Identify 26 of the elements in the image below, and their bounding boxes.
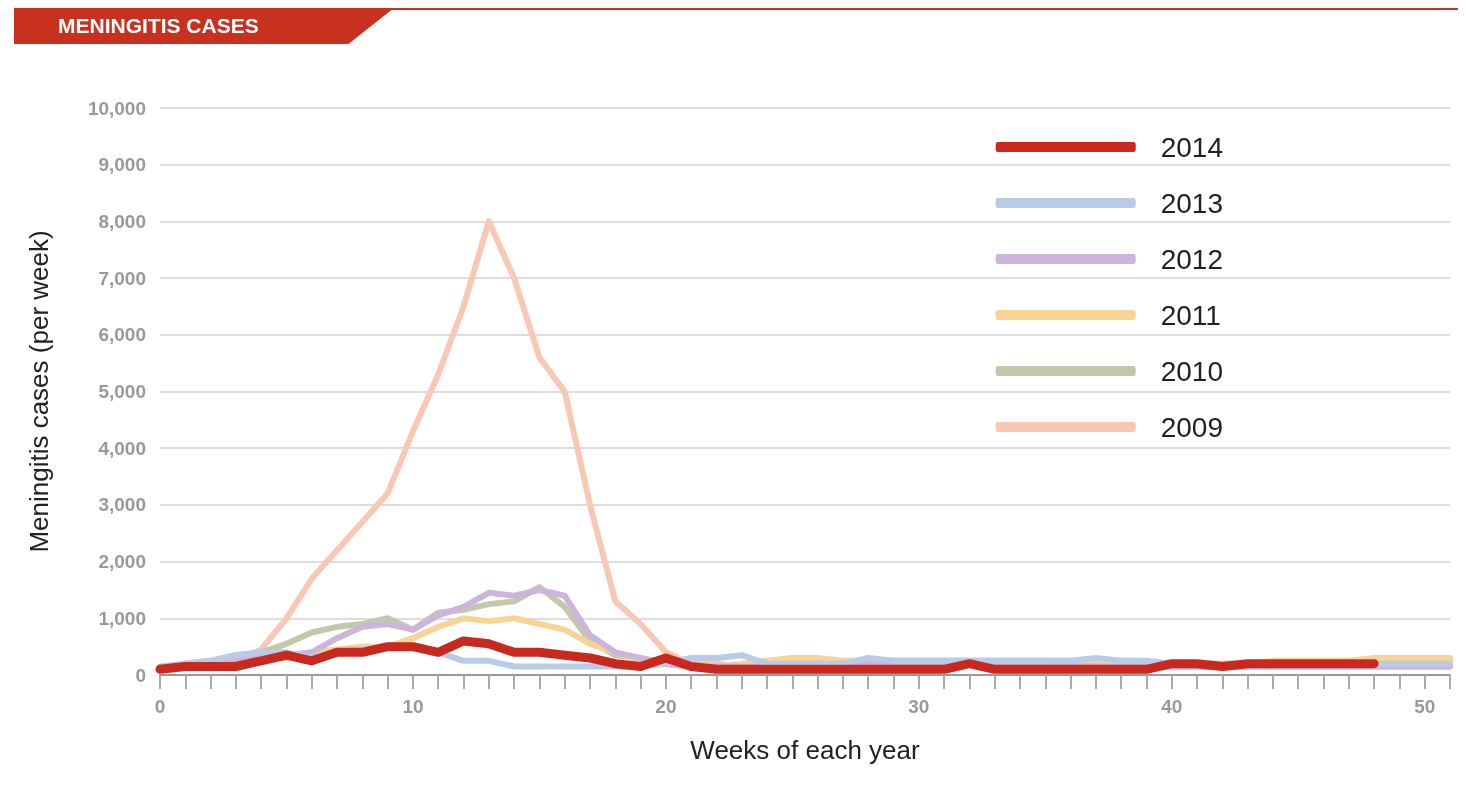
chart-title: MENINGITIS CASES — [14, 8, 394, 44]
y-tick-label: 0 — [135, 664, 146, 686]
x-tick-label: 20 — [655, 696, 677, 717]
legend-label: 2010 — [1160, 355, 1224, 387]
x-tick-label: 50 — [1414, 696, 1436, 717]
x-tick-label: 40 — [1161, 696, 1183, 717]
y-tick-label: 10,000 — [87, 97, 146, 119]
y-tick-label: 4,000 — [98, 437, 146, 459]
y-axis-title: Meningitis cases (per week) — [24, 230, 54, 553]
x-tick-label: 10 — [402, 696, 424, 717]
y-tick-label: 1,000 — [98, 607, 146, 629]
y-tick-label: 9,000 — [98, 154, 146, 176]
legend-label: 2013 — [1160, 187, 1224, 219]
y-tick-label: 6,000 — [98, 324, 146, 346]
x-tick-label: 30 — [908, 696, 930, 717]
y-tick-label: 3,000 — [98, 494, 146, 516]
y-tick-label: 8,000 — [98, 210, 146, 232]
x-tick-label: 0 — [154, 696, 166, 717]
legend-label: 2012 — [1160, 243, 1224, 275]
y-tick-label: 2,000 — [98, 551, 146, 573]
y-tick-label: 7,000 — [98, 267, 146, 289]
y-tick-label: 5,000 — [98, 381, 146, 402]
legend-label: 2014 — [1160, 131, 1224, 163]
legend-label: 2011 — [1160, 299, 1221, 331]
legend-label: 2009 — [1160, 411, 1224, 443]
x-axis-title: Weeks of each year — [690, 735, 920, 765]
